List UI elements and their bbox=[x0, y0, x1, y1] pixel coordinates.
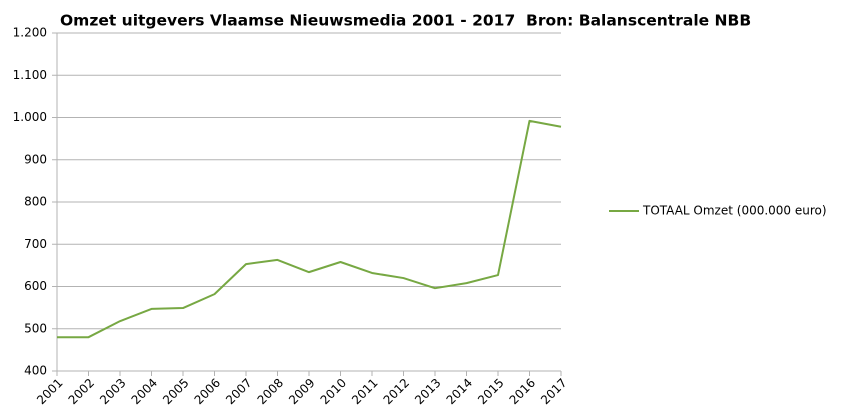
y-tick-label: 400 bbox=[24, 364, 47, 378]
y-tick-label: 1.000 bbox=[13, 110, 47, 124]
y-tick-label: 700 bbox=[24, 237, 47, 251]
legend-label: TOTAAL Omzet (000.000 euro) bbox=[642, 204, 827, 218]
y-tick-label: 900 bbox=[24, 152, 47, 166]
y-tick-label: 600 bbox=[24, 279, 47, 293]
y-tick-label: 800 bbox=[24, 195, 47, 209]
y-tick-label: 1.100 bbox=[13, 68, 47, 82]
y-tick-label: 500 bbox=[24, 321, 47, 335]
chart-title: Omzet uitgevers Vlaamse Nieuwsmedia 2001… bbox=[60, 12, 751, 30]
y-tick-label: 1.200 bbox=[13, 26, 47, 40]
data-line bbox=[57, 119, 562, 339]
